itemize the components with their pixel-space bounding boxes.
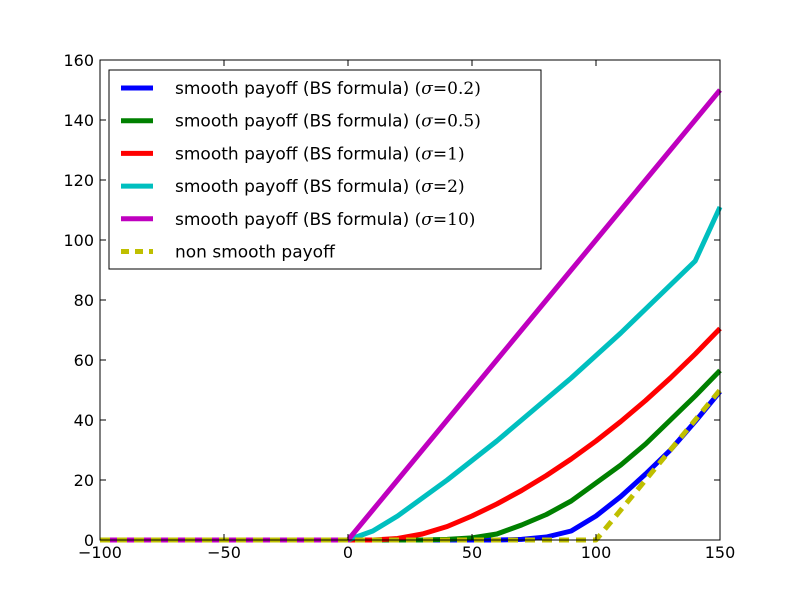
legend-sigma-symbol: σ bbox=[421, 210, 433, 230]
legend-sigma-value: 0.5 bbox=[447, 112, 474, 132]
legend-open-paren: ( bbox=[415, 112, 422, 132]
legend-label-1: smooth payoff (BS formula) (σ=0.5) bbox=[175, 112, 481, 132]
y-tick-label: 160 bbox=[63, 51, 94, 70]
legend-close-paren: ) bbox=[474, 79, 481, 99]
y-tick-label: 140 bbox=[63, 111, 94, 130]
y-tick-label: 20 bbox=[74, 471, 94, 490]
legend-equals: = bbox=[433, 144, 447, 164]
legend-open-paren: ( bbox=[415, 144, 422, 164]
y-axis: 0 20 40 60 80 100 120 140 160 bbox=[63, 51, 720, 550]
legend-equals: = bbox=[433, 177, 447, 197]
legend-close-paren: ) bbox=[458, 144, 465, 164]
legend-equals: = bbox=[433, 79, 447, 99]
legend-sigma-symbol: σ bbox=[421, 177, 433, 197]
series-line-4 bbox=[100, 88, 722, 543]
x-tick-label: 150 bbox=[705, 543, 736, 562]
x-tick-label: 0 bbox=[343, 543, 353, 562]
legend-label-text: non smooth payoff bbox=[175, 243, 336, 263]
legend-open-paren: ( bbox=[415, 79, 422, 99]
y-tick-label: 60 bbox=[74, 351, 94, 370]
legend-label-text: smooth payoff (BS formula) bbox=[175, 210, 415, 230]
series-line-1 bbox=[100, 368, 722, 543]
legend-label-text: smooth payoff (BS formula) bbox=[175, 144, 415, 164]
legend-close-paren: ) bbox=[469, 210, 476, 230]
series-line-3 bbox=[100, 205, 723, 543]
legend-sigma-value: 2 bbox=[447, 177, 458, 197]
legend-label-5: non smooth payoff bbox=[175, 243, 336, 263]
y-tick-label: 40 bbox=[74, 411, 94, 430]
legend-label-text: smooth payoff (BS formula) bbox=[175, 177, 415, 197]
y-tick-label: 0 bbox=[84, 531, 94, 550]
x-axis: −100 −50 0 50 100 150 bbox=[78, 60, 735, 562]
x-tick-label: 50 bbox=[462, 543, 482, 562]
legend-sigma-value: 0.2 bbox=[447, 79, 474, 99]
legend-box bbox=[108, 69, 542, 270]
legend-label-text: smooth payoff (BS formula) bbox=[175, 112, 415, 132]
legend-open-paren: ( bbox=[415, 210, 422, 230]
legend-equals: = bbox=[433, 112, 447, 132]
legend-sigma-value: 1 bbox=[447, 144, 458, 164]
x-tick-label: 100 bbox=[581, 543, 612, 562]
legend-close-paren: ) bbox=[458, 177, 465, 197]
x-tick-label: −50 bbox=[207, 543, 241, 562]
legend-label-4: smooth payoff (BS formula) (σ=10) bbox=[175, 210, 475, 230]
y-tick-label: 100 bbox=[63, 231, 94, 250]
legend-open-paren: ( bbox=[415, 177, 422, 197]
x-tick-label: −100 bbox=[78, 543, 122, 562]
y-tick-label: 120 bbox=[63, 171, 94, 190]
legend: smooth payoff (BS formula) (σ=0.2)smooth… bbox=[108, 69, 542, 270]
y-tick-label: 80 bbox=[74, 291, 94, 310]
legend-sigma-symbol: σ bbox=[421, 144, 433, 164]
legend-label-2: smooth payoff (BS formula) (σ=1) bbox=[175, 144, 465, 164]
legend-label-text: smooth payoff (BS formula) bbox=[175, 79, 415, 99]
legend-sigma-symbol: σ bbox=[421, 79, 433, 99]
legend-label-3: smooth payoff (BS formula) (σ=2) bbox=[175, 177, 465, 197]
legend-sigma-symbol: σ bbox=[421, 112, 433, 132]
legend-close-paren: ) bbox=[474, 112, 481, 132]
legend-label-0: smooth payoff (BS formula) (σ=0.2) bbox=[175, 79, 481, 99]
legend-equals: = bbox=[433, 210, 447, 230]
legend-sigma-value: 10 bbox=[447, 210, 469, 230]
